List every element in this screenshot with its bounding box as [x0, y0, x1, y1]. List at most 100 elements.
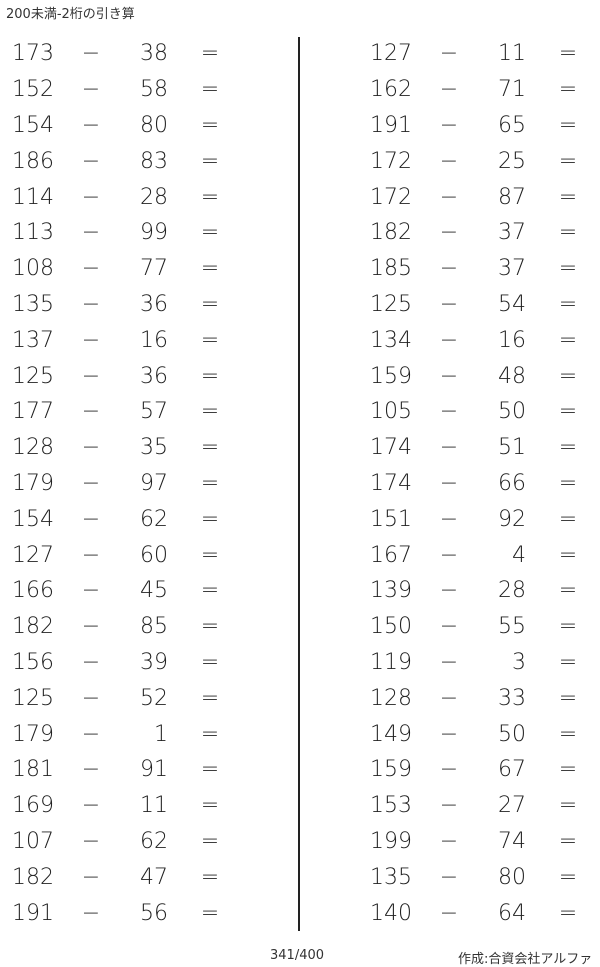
- problem-row: 125 − 36 =: [0, 358, 252, 394]
- equals-sign: =: [200, 256, 220, 282]
- minuend: 159: [370, 363, 412, 389]
- equals-sign: =: [558, 793, 578, 819]
- minus-sign: −: [439, 184, 459, 210]
- problem-row: 172 − 87 =: [358, 179, 600, 215]
- minuend: 119: [370, 649, 412, 675]
- problem-row: 154 − 80 =: [0, 108, 252, 144]
- subtrahend: 36: [140, 291, 168, 317]
- left-problem-column: 173−38 = 152−58 = 154−80 = 186−83 = 114−28 = 113−9…: [0, 36, 252, 931]
- subtrahend: 60: [140, 542, 168, 568]
- equals-sign: =: [558, 757, 578, 783]
- subtrahend: 48: [498, 363, 526, 389]
- minuend: 185: [370, 256, 412, 282]
- minuend: 152: [12, 77, 54, 103]
- minus-sign: −: [439, 399, 459, 425]
- minuend: 135: [370, 864, 412, 890]
- problem-row: 174 − 51 =: [358, 430, 600, 466]
- equals-sign: =: [200, 614, 220, 640]
- minuend: 166: [12, 578, 54, 604]
- minus-sign: −: [439, 77, 459, 103]
- minuend: 174: [370, 435, 412, 461]
- problem-row: 107 − 62 =: [0, 824, 252, 860]
- minus-sign: −: [439, 721, 459, 747]
- minuend: 128: [370, 685, 412, 711]
- equals-sign: =: [558, 256, 578, 282]
- subtrahend: 71: [498, 77, 526, 103]
- minuend: 134: [370, 327, 412, 353]
- subtrahend: 36: [140, 363, 168, 389]
- minus-sign: −: [81, 77, 101, 103]
- problem-row: 182 − 85 =: [0, 609, 252, 645]
- minuend: 177: [12, 399, 54, 425]
- equals-sign: =: [558, 578, 578, 604]
- minuend: 127: [370, 41, 412, 67]
- problem-row: 134 − 16 =: [358, 322, 600, 358]
- subtrahend: 11: [140, 793, 168, 819]
- problem-row: 167 − 4 =: [358, 537, 600, 573]
- subtrahend: 66: [498, 470, 526, 496]
- equals-sign: =: [200, 828, 220, 854]
- minuend: 174: [370, 470, 412, 496]
- minus-sign: −: [81, 435, 101, 461]
- minus-sign: −: [439, 757, 459, 783]
- credit-text: 作成:合資会社アルファ: [458, 952, 593, 967]
- worksheet-title: 200未満-2桁の引き算: [6, 7, 135, 22]
- minuend: 125: [12, 363, 54, 389]
- problem-row: 174 − 66 =: [358, 466, 600, 502]
- problem-row: 125 − 52 =: [0, 680, 252, 716]
- problem-row: 156 − 39 =: [0, 645, 252, 681]
- minus-sign: −: [439, 327, 459, 353]
- minus-sign: −: [81, 470, 101, 496]
- problem-row: 159 − 48 =: [358, 358, 600, 394]
- equals-sign: =: [558, 112, 578, 138]
- minuend: 135: [12, 291, 54, 317]
- subtrahend: 25: [498, 148, 526, 174]
- minuend: 186: [12, 148, 54, 174]
- subtrahend: 58: [140, 77, 168, 103]
- subtrahend: 11: [498, 41, 526, 67]
- problem-row: 172 − 25 =: [358, 143, 600, 179]
- subtrahend: 77: [140, 256, 168, 282]
- column-divider: [298, 37, 300, 931]
- subtrahend: 38: [140, 41, 168, 67]
- minuend: 149: [370, 721, 412, 747]
- problem-row: 179 − 97 =: [0, 466, 252, 502]
- subtrahend: 57: [140, 399, 168, 425]
- minus-sign: −: [81, 291, 101, 317]
- minuend: 125: [12, 685, 54, 711]
- minuend: 159: [370, 757, 412, 783]
- minuend: 137: [12, 327, 54, 353]
- problem-row: 182 − 37 =: [358, 215, 600, 251]
- subtrahend: 54: [498, 291, 526, 317]
- equals-sign: =: [200, 399, 220, 425]
- minuend: 182: [12, 864, 54, 890]
- equals-sign: =: [558, 363, 578, 389]
- minus-sign: −: [81, 506, 101, 532]
- minuend: 172: [370, 148, 412, 174]
- minus-sign: −: [439, 435, 459, 461]
- problem-row: 119 − 3 =: [358, 645, 600, 681]
- problem-row: 154 − 62 =: [0, 501, 252, 537]
- equals-sign: =: [558, 864, 578, 890]
- problem-row: 135 − 80 =: [358, 859, 600, 895]
- equals-sign: =: [558, 184, 578, 210]
- problem-row: 127 − 11 =: [358, 36, 600, 72]
- minus-sign: −: [81, 112, 101, 138]
- subtrahend: 4: [512, 542, 526, 568]
- problem-row: 113 − 99 =: [0, 215, 252, 251]
- equals-sign: =: [200, 864, 220, 890]
- problem-row: 105 − 50 =: [358, 394, 600, 430]
- problem-row: 162 − 71 =: [358, 72, 600, 108]
- problem-row: 125 − 54 =: [358, 287, 600, 323]
- minus-sign: −: [439, 506, 459, 532]
- equals-sign: =: [558, 435, 578, 461]
- equals-sign: =: [558, 291, 578, 317]
- subtrahend: 51: [498, 435, 526, 461]
- minus-sign: −: [81, 900, 101, 926]
- problem-row: 169 − 11 =: [0, 788, 252, 824]
- equals-sign: =: [558, 828, 578, 854]
- minus-sign: −: [81, 220, 101, 246]
- equals-sign: =: [558, 649, 578, 675]
- subtrahend: 65: [498, 112, 526, 138]
- minus-sign: −: [439, 470, 459, 496]
